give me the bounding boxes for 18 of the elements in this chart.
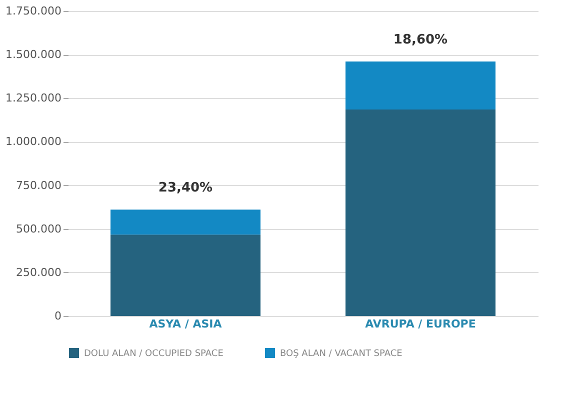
x-tick-label: ASYA / ASIA (149, 318, 222, 330)
bar (110, 234, 260, 316)
legend-label: DOLU ALAN / OCCUPIED SPACE (84, 349, 224, 359)
y-tick-label: 500.000 (16, 222, 62, 236)
y-tick-label: 250.000 (16, 266, 62, 279)
y-tick-label: 1.000.000 (6, 135, 62, 148)
y-tick-label: 1.750.000 (6, 4, 62, 18)
annotation: 18,60% (393, 32, 448, 48)
bar (110, 210, 260, 235)
bar (346, 109, 496, 316)
x-tick-label: AVRUPA / EUROPE (365, 318, 476, 330)
y-tick-label: 750.000 (16, 178, 62, 192)
annotation: 23,40% (158, 180, 213, 196)
bar (346, 62, 496, 110)
y-tick-label: 1.500.000 (6, 48, 62, 62)
legend-label: BOŞ ALAN / VACANT SPACE (280, 349, 403, 359)
y-tick-label: 0 (54, 310, 62, 322)
y-tick-label: 1.250.000 (6, 92, 62, 105)
